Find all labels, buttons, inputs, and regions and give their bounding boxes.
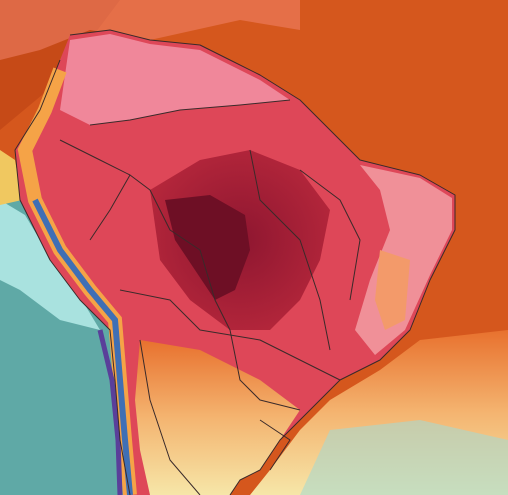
north-warm-zone [60,34,290,125]
coastline [69,29,456,495]
state-borders [249,149,331,351]
ocean-yellow [0,150,22,205]
hottest-zone [165,195,250,300]
southern-zone [135,340,300,495]
andes-coldest [97,329,123,495]
ocean-cyan [0,200,100,330]
west-coastline [14,59,131,495]
northeast-orange [375,250,410,330]
border-west [59,139,231,331]
border-paraguay [229,329,301,411]
border-north [89,99,291,126]
ocean-warm-north [0,0,300,60]
border-uruguay [259,419,291,471]
ocean-cool-south [300,420,508,495]
state-borders-east [299,169,361,301]
border-argentina [139,339,201,495]
border-south [119,289,341,381]
andes-cold [32,198,133,495]
border-peru [89,174,131,241]
